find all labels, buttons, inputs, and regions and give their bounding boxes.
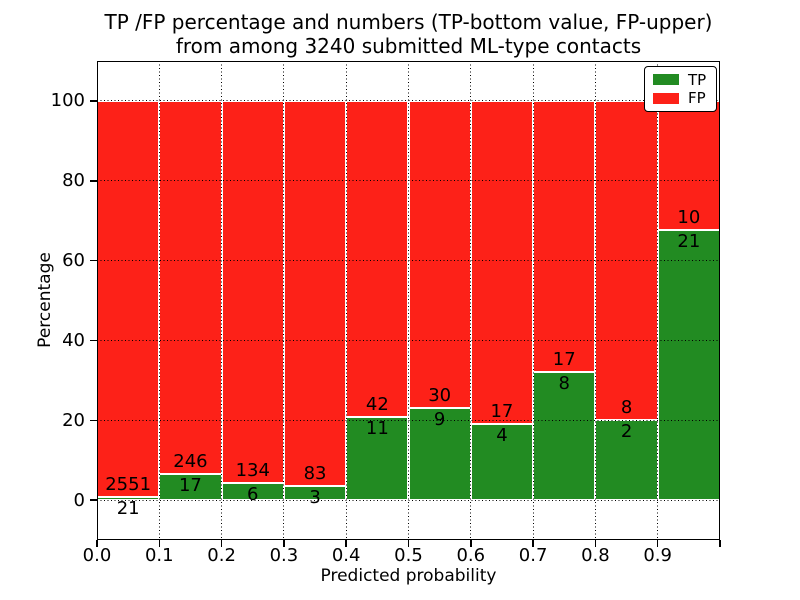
bar-segment-tp: [657, 229, 720, 501]
tp-count-label: 17: [178, 475, 202, 497]
fp-count-label: 17: [552, 349, 576, 371]
fp-count-label: 30: [428, 384, 452, 406]
tp-count-label: 9: [433, 408, 446, 430]
plot-area: 2551 21 246 17 134 6 83 3 42 11 30 9 17 4 17 8 8 2 10 21: [97, 61, 720, 540]
tp-count-label: 21: [677, 230, 701, 252]
fp-count-label: 10: [677, 206, 701, 228]
y-tick-mark: [90, 259, 97, 262]
fp-count-label: 2551: [105, 473, 152, 495]
gridline-vertical: [532, 61, 534, 540]
x-tick-mark: [407, 540, 410, 547]
tp-count-label: 4: [496, 425, 508, 447]
bar-segment-fp: [283, 100, 347, 487]
gridline-vertical: [158, 61, 160, 540]
chart-title-line1: TP /FP percentage and numbers (TP-bottom…: [104, 10, 713, 34]
x-tick-label: 0.8: [581, 545, 610, 566]
x-tick-mark: [345, 540, 347, 547]
y-tick-mark: [90, 499, 97, 501]
x-tick-mark: [470, 540, 472, 547]
legend: TP FP: [644, 66, 717, 112]
tp-count-label: 6: [247, 483, 259, 505]
gridline-vertical: [345, 61, 347, 540]
bar-segment-fp: [408, 100, 471, 408]
gridline-horizontal: [97, 260, 720, 262]
fp-count-label: 42: [365, 394, 389, 416]
x-tick-label: 0.1: [144, 545, 174, 566]
gridline-horizontal: [97, 100, 720, 102]
gridline-horizontal: [97, 499, 720, 501]
y-tick-mark: [90, 419, 97, 421]
y-tick-label: 100: [50, 90, 85, 112]
x-tick-mark: [719, 540, 721, 547]
y-tick-label: 0: [73, 489, 85, 511]
tp-count-label: 11: [365, 418, 389, 440]
x-tick-mark: [220, 540, 223, 547]
gridline-vertical: [594, 61, 596, 540]
x-tick-mark: [594, 540, 597, 547]
x-tick-label: 0.6: [456, 545, 486, 566]
bar-segment-tp: [408, 407, 471, 501]
legend-swatch-fp: [653, 92, 679, 104]
x-tick-mark: [158, 540, 161, 547]
x-tick-mark: [656, 540, 659, 547]
bar-segment-fp: [470, 100, 534, 425]
y-tick-label: 40: [62, 329, 85, 351]
legend-item-tp: TP: [653, 72, 708, 88]
bar-segment-tp: [221, 482, 284, 501]
fp-count-label: 83: [303, 463, 327, 485]
bar-segment-fp: [221, 100, 284, 483]
fp-count-label: 134: [235, 459, 270, 481]
x-tick-label: 0.0: [82, 545, 112, 566]
tp-count-label: 21: [116, 497, 140, 519]
gridline-horizontal: [97, 419, 720, 421]
bar-segment-fp: [97, 100, 160, 497]
gridline-vertical: [470, 61, 472, 540]
bar-segment-tp: [159, 474, 222, 501]
legend-label-tp: TP: [688, 70, 707, 89]
gridline-vertical: [283, 61, 285, 540]
x-tick-label: 0.9: [643, 545, 672, 566]
bar-segment-tp: [533, 372, 596, 501]
y-tick-mark: [90, 100, 97, 102]
legend-swatch-tp: [653, 74, 679, 86]
x-tick-label: 0.7: [518, 545, 548, 566]
gridline-vertical: [657, 61, 659, 540]
y-tick-label: 20: [62, 409, 85, 431]
fp-count-label: 17: [490, 401, 514, 423]
bar-segment-fp: [533, 100, 596, 373]
x-tick-label: 0.3: [269, 545, 299, 566]
legend-item-fp: FP: [653, 90, 708, 106]
chart-title-line2: from among 3240 submitted ML-type contac…: [175, 34, 642, 58]
tp-count-label: 2: [620, 421, 633, 443]
x-tick-mark: [96, 540, 98, 547]
tp-count-label: 8: [558, 373, 570, 395]
x-tick-label: 0.5: [394, 545, 423, 566]
x-tick-mark: [532, 540, 534, 547]
y-tick-label: 80: [62, 170, 85, 192]
legend-label-fp: FP: [688, 89, 706, 108]
fp-count-label: 246: [173, 451, 208, 473]
gridline-vertical: [408, 61, 409, 540]
x-tick-label: 0.2: [207, 545, 236, 566]
gridline-horizontal: [97, 180, 720, 182]
chart-title: TP /FP percentage and numbers (TP-bottom…: [97, 10, 720, 58]
bar-segment-fp: [346, 100, 409, 418]
y-tick-mark: [90, 180, 97, 182]
x-tick-mark: [283, 540, 285, 547]
bar-segment-fp: [159, 100, 222, 475]
y-tick-mark: [90, 339, 97, 342]
x-tick-label: 0.4: [331, 545, 361, 566]
bar-segment-tp: [470, 424, 534, 501]
tp-count-label: 3: [309, 487, 321, 509]
gridline-vertical: [221, 61, 223, 540]
bar-segment-tp: [346, 417, 409, 501]
fp-count-label: 8: [620, 397, 633, 419]
gridline-horizontal: [97, 339, 720, 341]
y-tick-label: 60: [62, 250, 85, 272]
x-axis-label: Predicted probability: [320, 566, 497, 586]
